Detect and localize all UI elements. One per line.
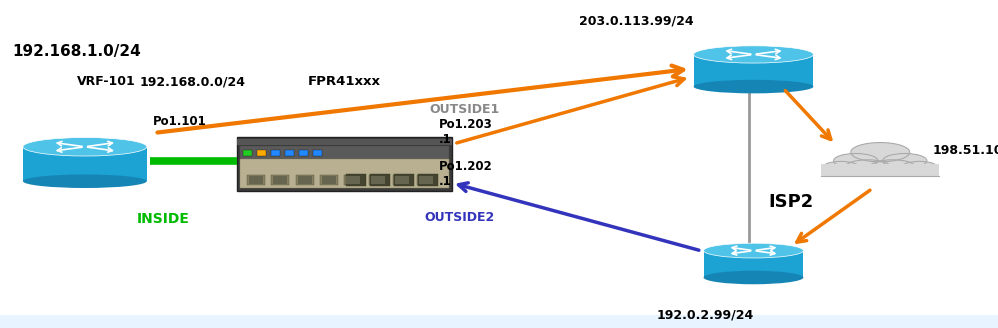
Polygon shape (704, 251, 803, 277)
Ellipse shape (882, 154, 927, 168)
FancyBboxPatch shape (419, 176, 433, 184)
Text: ISP1: ISP1 (730, 0, 777, 2)
FancyBboxPatch shape (237, 137, 451, 191)
FancyBboxPatch shape (271, 174, 289, 185)
Text: Po1.203
.1: Po1.203 .1 (439, 118, 493, 146)
Polygon shape (694, 54, 813, 87)
Ellipse shape (694, 46, 813, 63)
FancyBboxPatch shape (312, 150, 321, 156)
FancyBboxPatch shape (299, 150, 307, 156)
FancyBboxPatch shape (395, 176, 409, 184)
Text: ISP2: ISP2 (768, 193, 814, 211)
FancyBboxPatch shape (370, 176, 384, 184)
Text: INSIDE: INSIDE (137, 212, 190, 226)
Ellipse shape (901, 161, 937, 173)
Ellipse shape (704, 243, 803, 258)
FancyBboxPatch shape (393, 174, 411, 185)
Ellipse shape (833, 154, 878, 168)
FancyBboxPatch shape (393, 174, 414, 186)
Text: VRF-101: VRF-101 (77, 75, 136, 88)
FancyBboxPatch shape (297, 176, 311, 184)
Text: 198.51.100.100: 198.51.100.100 (932, 144, 998, 157)
Ellipse shape (850, 143, 910, 162)
FancyBboxPatch shape (244, 150, 251, 156)
Text: FPR41xxx: FPR41xxx (307, 75, 381, 88)
FancyBboxPatch shape (0, 315, 998, 328)
FancyBboxPatch shape (285, 150, 293, 156)
Polygon shape (23, 147, 147, 181)
Text: Po1.101: Po1.101 (153, 115, 207, 128)
FancyBboxPatch shape (346, 176, 360, 184)
FancyBboxPatch shape (320, 174, 338, 185)
FancyBboxPatch shape (240, 146, 448, 159)
FancyBboxPatch shape (257, 150, 265, 156)
Text: 192.168.0.0/24: 192.168.0.0/24 (140, 75, 246, 88)
FancyBboxPatch shape (247, 174, 264, 185)
FancyBboxPatch shape (322, 176, 336, 184)
FancyBboxPatch shape (417, 174, 437, 186)
Ellipse shape (704, 271, 803, 284)
FancyBboxPatch shape (417, 174, 435, 185)
Text: Po1.202
.1: Po1.202 .1 (439, 160, 493, 188)
FancyBboxPatch shape (237, 138, 451, 145)
Text: 192.0.2.99/24: 192.0.2.99/24 (657, 308, 754, 321)
FancyBboxPatch shape (295, 174, 313, 185)
Ellipse shape (23, 137, 147, 156)
FancyBboxPatch shape (344, 174, 362, 185)
FancyBboxPatch shape (369, 174, 389, 186)
FancyBboxPatch shape (345, 174, 366, 186)
FancyBboxPatch shape (821, 164, 939, 176)
FancyBboxPatch shape (240, 159, 448, 188)
Ellipse shape (23, 174, 147, 188)
FancyBboxPatch shape (270, 150, 279, 156)
Ellipse shape (845, 160, 891, 175)
FancyBboxPatch shape (273, 176, 287, 184)
Text: OUTSIDE1: OUTSIDE1 (429, 103, 499, 116)
FancyBboxPatch shape (249, 176, 263, 184)
Text: OUTSIDE2: OUTSIDE2 (424, 212, 494, 224)
Text: 203.0.113.99/24: 203.0.113.99/24 (579, 15, 694, 28)
Text: 192.168.1.0/24: 192.168.1.0/24 (12, 44, 141, 59)
Ellipse shape (869, 160, 915, 175)
Ellipse shape (823, 161, 859, 173)
Ellipse shape (694, 80, 813, 93)
FancyBboxPatch shape (368, 174, 386, 185)
